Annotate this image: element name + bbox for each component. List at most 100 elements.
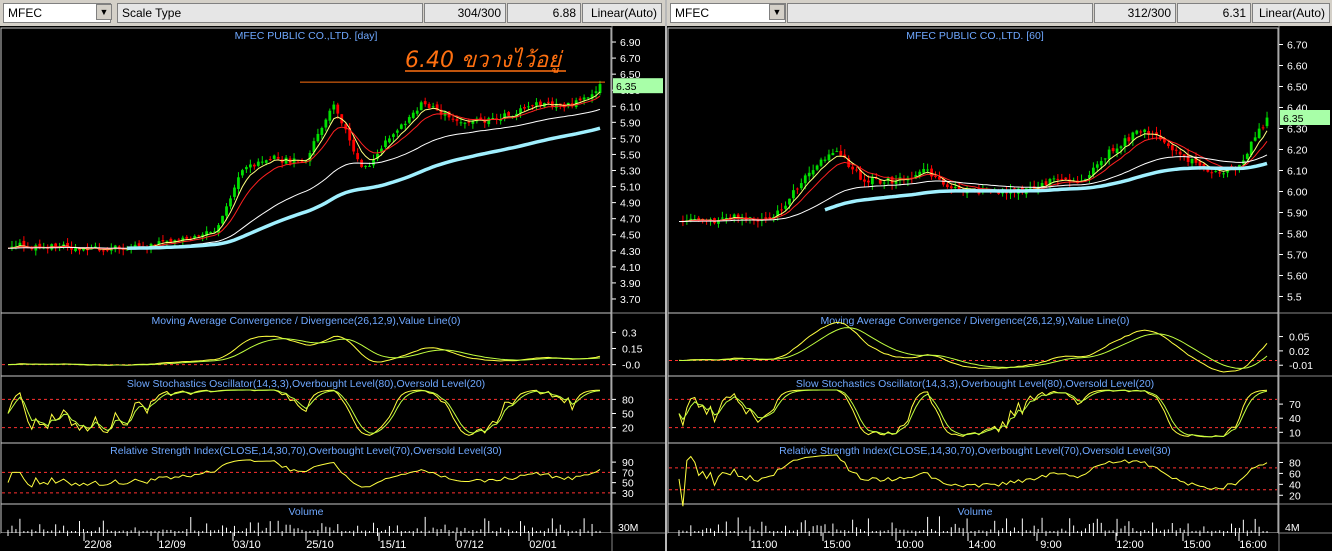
candle-body [213,231,216,233]
candle-body [292,158,296,164]
volume-bar [47,530,49,533]
candle-body [392,134,395,137]
candle-body [721,217,724,219]
candle-body [894,181,898,184]
candle-body [467,121,471,123]
candle-body [922,168,926,173]
stoch-title: Slow Stochastics Oscillator(14,3,3),Over… [796,378,1154,390]
ema-longest-line [127,126,601,250]
volume-bar [198,530,200,533]
volume-bar [102,520,104,533]
volume-bar [496,530,498,533]
chart-window-right[interactable]: MFEC ▼ 312/300 6.31 Linear(Auto) MFEC PU… [667,0,1332,551]
volume-bar [289,524,291,533]
candle-body [1103,158,1107,160]
volume-bar [325,526,327,533]
volume-bar [1179,528,1181,533]
candle-body [1182,154,1186,157]
macd-main-line [7,335,601,366]
candle-body [535,102,538,106]
rsi-tick-label: 50 [622,478,634,490]
ema-short-line [678,130,1268,223]
symbol-select-left[interactable]: MFEC [3,3,111,23]
candle-body [70,246,73,250]
volume-bar [448,530,450,533]
volume-bar [1152,522,1154,533]
candle-body [717,219,720,224]
volume-bar [950,527,952,533]
candle-body [1123,138,1127,147]
candle-body [594,91,598,94]
scale-mode-right[interactable]: Linear(Auto) [1252,3,1330,23]
candle-body [1261,127,1265,129]
volume-bar [226,527,228,533]
candle-body [867,180,870,183]
chart-toolbar-left: MFEC ▼ Scale Type 304/300 6.88 Linear(Au… [0,0,665,26]
volume-bar [285,524,287,533]
volume-bar [1053,530,1055,533]
candle-body [336,104,340,114]
volume-bar [516,530,518,533]
chevron-down-icon[interactable]: ▼ [96,4,112,20]
volume-bar [329,527,331,533]
volume-bar [15,529,17,533]
volume-bar [773,530,775,533]
volume-bar [769,530,771,533]
volume-bar [844,530,846,533]
time-label: 11:00 [751,539,778,551]
volume-bar [1215,530,1217,533]
volume-bar [867,518,869,533]
volume-bar [923,529,925,533]
volume-bar [690,525,692,533]
scale-mode-left[interactable]: Linear(Auto) [582,3,662,23]
candle-body [22,240,26,247]
volume-bar [994,520,996,533]
volume-bar [1025,530,1027,533]
volume-bar [210,530,212,533]
stoch-tick-label: 10 [1289,427,1301,439]
volume-bar [1112,530,1114,533]
time-label: 02/01 [529,539,557,551]
volume-bar [265,527,267,533]
candle-body [788,198,791,205]
volume-bar [1057,530,1059,533]
chart-canvas-right[interactable]: MFEC PUBLIC CO.,LTD. [60] Moving Average … [667,26,1332,551]
candle-body [125,249,129,251]
volume-bar [520,521,522,533]
volume-bar [1195,530,1197,533]
chevron-down-icon[interactable]: ▼ [769,4,785,20]
volume-bar [257,522,259,533]
candle-body [1139,131,1143,133]
volume-bar [416,528,418,533]
volume-bar [122,530,124,533]
volume-bar [1041,517,1043,533]
candle-body [30,247,34,250]
chart-canvas-left[interactable]: MFEC PUBLIC CO.,LTD. [day] Moving Average… [0,26,665,551]
candle-body [839,150,843,156]
volume-bar [460,530,462,533]
candle-body [18,242,22,247]
symbol-select-right[interactable]: MFEC [670,3,786,23]
volume-bar [11,525,13,533]
volume-bar [142,530,144,533]
chart-window-left[interactable]: MFEC ▼ Scale Type 304/300 6.88 Linear(Au… [0,0,665,551]
stoch-signal-line [7,389,601,434]
volume-bar [911,530,913,533]
window-divider[interactable] [665,0,667,551]
volume-bar [1266,531,1268,533]
candle-body [1257,128,1261,139]
volume-bar [1009,530,1011,533]
volume-bar [396,525,398,533]
macd-tick-label: 0.02 [1289,346,1310,358]
volume-bar [1262,530,1264,533]
price-candles [10,80,602,256]
candle-body [1040,183,1044,188]
volume-bar [313,530,315,533]
volume-bar [808,531,810,533]
volume-bar [90,530,92,533]
candle-body [1198,161,1202,166]
candle-body [1115,148,1119,153]
volume-bar [1144,529,1146,533]
volume-bar [349,530,351,533]
candle-body [1265,117,1269,127]
